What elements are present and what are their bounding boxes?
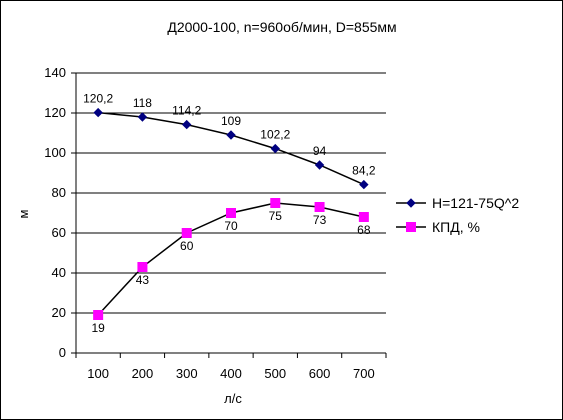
data-point [181, 228, 192, 238]
data-point [359, 179, 369, 190]
x-axis-label: л/с [224, 391, 242, 406]
data-label: 120,2 [83, 92, 113, 106]
x-tick-label: 500 [264, 366, 286, 381]
legend-label: КПД, % [432, 219, 480, 235]
x-tick-label: 300 [176, 366, 198, 381]
data-point [314, 160, 325, 170]
data-label: 73 [313, 213, 327, 227]
data-point [137, 262, 148, 272]
legend-marker [406, 198, 416, 208]
y-tick-label: 120 [44, 105, 66, 120]
data-point [270, 198, 281, 208]
data-label: 84,2 [352, 164, 376, 178]
series-2: 19 43 60 70 75 73 68 [91, 198, 371, 335]
legend-item-2: КПД, % [396, 219, 480, 235]
data-label: 109 [221, 114, 241, 128]
data-label: 60 [180, 239, 194, 253]
data-point [182, 119, 192, 130]
x-tick-labels: 100 200 300 400 500 600 700 [87, 366, 374, 381]
data-label: 19 [91, 321, 105, 335]
data-label: 75 [269, 209, 283, 223]
data-label: 102,2 [260, 128, 290, 142]
y-tick-label: 40 [52, 265, 66, 280]
data-point [226, 130, 236, 140]
y-tick-label: 100 [44, 145, 66, 160]
data-point [93, 310, 104, 320]
data-label: 114,2 [172, 104, 201, 118]
x-tick-label: 700 [353, 366, 375, 381]
series-group: 120,2 118 114,2 109 102,2 94 84,2 19 43 60 70 75 73 6… [83, 92, 376, 335]
data-point [137, 112, 148, 122]
legend-item-1: H=121-75Q^2 [396, 195, 519, 211]
data-label: 43 [136, 273, 150, 287]
y-tick-label: 0 [59, 345, 66, 360]
y-tick-labels: 0 20 40 60 80 100 120 140 [44, 65, 66, 360]
data-point [93, 107, 103, 118]
legend: H=121-75Q^2 КПД, % [396, 195, 519, 235]
legend-label: H=121-75Q^2 [432, 195, 519, 211]
data-point [314, 202, 325, 212]
data-label: 94 [313, 144, 327, 158]
data-point [226, 208, 236, 218]
data-label: 70 [224, 219, 238, 233]
legend-marker [406, 222, 416, 232]
y-tick-label: 80 [52, 185, 66, 200]
series-1: 120,2 118 114,2 109 102,2 94 84,2 [83, 92, 376, 190]
chart-title: Д2000-100, n=960об/мин, D=855мм [167, 19, 396, 35]
y-tick-label: 60 [52, 225, 66, 240]
y-tick-label: 140 [44, 65, 66, 80]
data-label: 68 [357, 223, 371, 237]
x-tick-label: 600 [309, 366, 331, 381]
data-point [270, 143, 280, 154]
y-tick-label: 20 [52, 305, 66, 320]
x-tick-label: 100 [87, 366, 109, 381]
data-point [358, 212, 369, 222]
gridlines [76, 72, 386, 314]
x-tick-label: 400 [220, 366, 242, 381]
axes [71, 72, 387, 358]
y-axis-label: м [16, 209, 31, 218]
x-tick-label: 200 [132, 366, 154, 381]
data-label: 118 [133, 96, 152, 110]
